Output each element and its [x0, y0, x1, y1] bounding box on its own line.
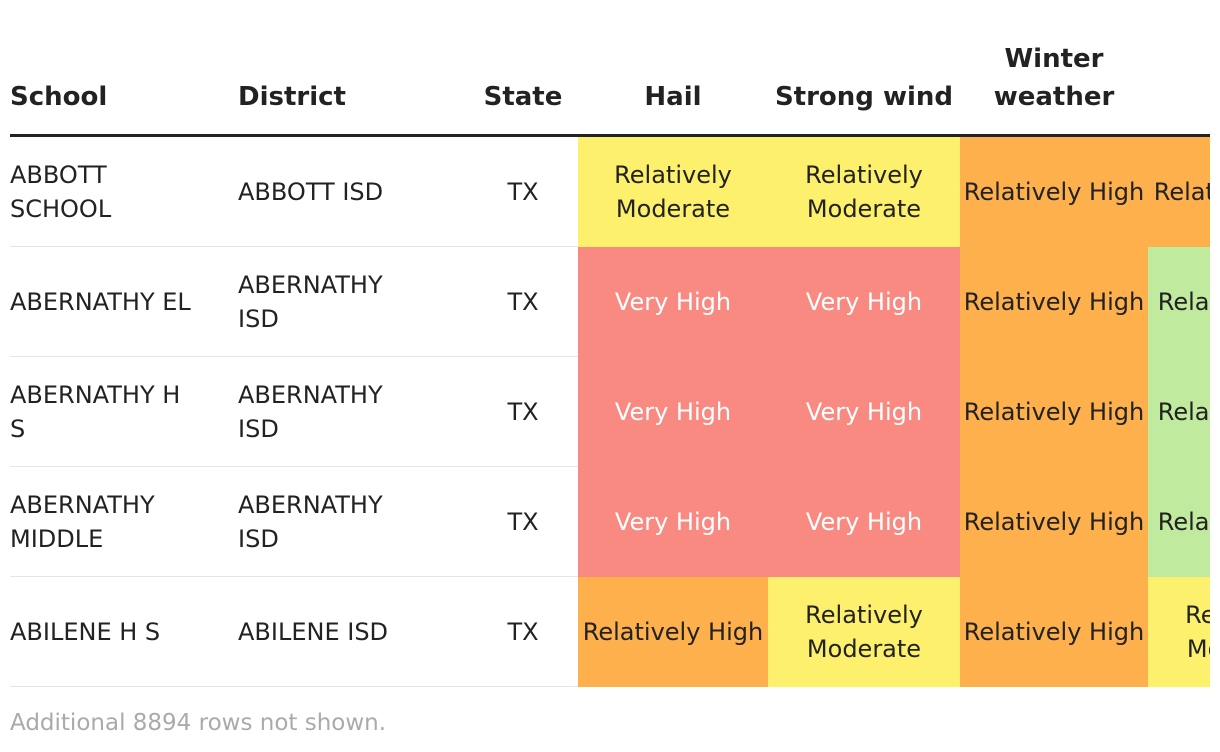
table-cell: ABERNATHY H S [10, 356, 238, 467]
risk-cell: Very High [578, 466, 768, 577]
table-row: ABERNATHY EL ABERNATHY ISD TX Very High Very… [10, 246, 1210, 357]
risk-cell: Very High [578, 356, 768, 467]
risk-cell: Relatively High [960, 356, 1148, 467]
column-header: Hail [578, 40, 768, 137]
header-row: School District State Hail Strong wind Winter… [10, 40, 1210, 137]
table-row: ABBOTT SCHOOL ABBOTT ISD TX Relatively Mode… [10, 135, 1210, 247]
table-cell: ABERNATHY ISD [238, 246, 468, 357]
column-header: Heat [1148, 40, 1210, 137]
risk-cell: Relatively High [960, 246, 1148, 357]
table-row: ABERNATHY H S ABERNATHY ISD TX Very High Ver… [10, 356, 1210, 467]
table-cell: TX [468, 246, 578, 357]
table-cell: TX [468, 576, 578, 687]
footer-note: Additional 8894 rows not shown. [10, 710, 387, 736]
risk-cell: Relatively High [960, 466, 1148, 577]
column-header: Winter weather [960, 40, 1148, 137]
table-body: ABBOTT SCHOOL ABBOTT ISD TX Relatively Mode… [10, 135, 1210, 687]
risk-cell: Relatively High [960, 576, 1148, 687]
table-cell: ABBOTT SCHOOL [10, 135, 238, 247]
risk-cell: Relatively Moderate [768, 135, 960, 247]
table-cell: TX [468, 135, 578, 247]
table-cell: ABERNATHY ISD [238, 466, 468, 577]
column-header: State [468, 40, 578, 137]
table-cell: ABERNATHY ISD [238, 356, 468, 467]
table-cell: ABERNATHY EL [10, 246, 238, 357]
risk-cell: Relatively High [578, 576, 768, 687]
table-cell: ABBOTT ISD [238, 135, 468, 247]
table-cell: ABILENE H S [10, 576, 238, 687]
risk-cell: Relatively Moderate [768, 576, 960, 687]
risk-cell: Relatively Moderate [578, 135, 768, 247]
risk-table: School District State Hail Strong wind Winter… [10, 40, 1210, 687]
column-header: School [10, 40, 238, 137]
table-row: ABERNATHY MIDDLE ABERNATHY ISD TX Very High… [10, 466, 1210, 577]
risk-cell: Relatively Low [1148, 356, 1210, 467]
risk-cell: Relatively Low [1148, 246, 1210, 357]
table-cell: ABILENE ISD [238, 576, 468, 687]
risk-cell: Relatively Low [1148, 466, 1210, 577]
risk-cell: Relatively High [960, 135, 1148, 247]
risk-cell: Very High [578, 246, 768, 357]
column-header: District [238, 40, 468, 137]
column-header: Strong wind [768, 40, 960, 137]
risk-cell: Very High [768, 246, 960, 357]
table-cell: TX [468, 356, 578, 467]
table-cell: TX [468, 466, 578, 577]
risk-cell: Very High [768, 356, 960, 467]
risk-cell: Relatively High [1148, 135, 1210, 247]
risk-cell: Very High [768, 466, 960, 577]
table-cell: ABERNATHY MIDDLE [10, 466, 238, 577]
risk-cell: Relatively Moderate [1148, 576, 1210, 687]
table-wrapper: School District State Hail Strong wind Winter… [10, 40, 1210, 687]
table-row: ABILENE H S ABILENE ISD TX Relatively High R… [10, 576, 1210, 687]
